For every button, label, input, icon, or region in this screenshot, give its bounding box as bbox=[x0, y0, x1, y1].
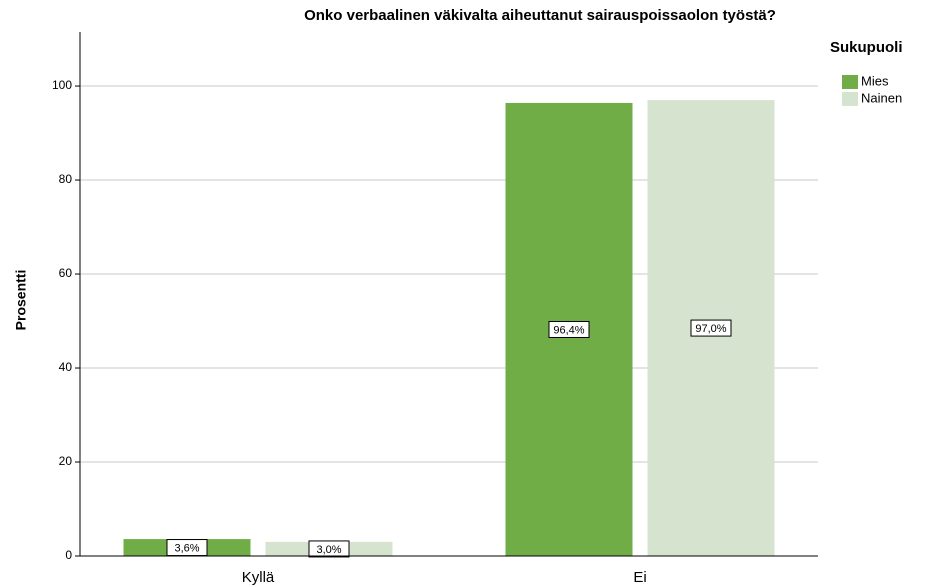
x-tick-label: Kyllä bbox=[242, 569, 275, 586]
y-axis-label: Prosentti bbox=[13, 270, 29, 331]
x-tick-label: Ei bbox=[633, 569, 646, 586]
y-tick-label: 0 bbox=[65, 548, 72, 562]
y-tick-label: 20 bbox=[59, 454, 73, 468]
chart-title: Onko verbaalinen väkivalta aiheuttanut s… bbox=[304, 7, 776, 24]
value-label: 96,4% bbox=[553, 324, 584, 336]
legend-swatch bbox=[842, 75, 858, 89]
value-label: 3,6% bbox=[174, 542, 199, 554]
y-tick-label: 40 bbox=[59, 360, 73, 374]
legend-title: Sukupuoli bbox=[830, 39, 903, 56]
legend-label: Nainen bbox=[861, 90, 902, 105]
y-tick-label: 60 bbox=[59, 266, 73, 280]
value-label-box bbox=[308, 540, 350, 558]
value-label: 97,0% bbox=[695, 323, 726, 335]
value-label: 3,0% bbox=[316, 544, 341, 556]
legend-label: Mies bbox=[861, 73, 889, 88]
y-tick-label: 100 bbox=[52, 78, 72, 92]
value-label-box bbox=[548, 320, 590, 338]
y-tick-label: 80 bbox=[59, 172, 73, 186]
value-label-box bbox=[690, 319, 732, 337]
legend-swatch bbox=[842, 92, 858, 106]
